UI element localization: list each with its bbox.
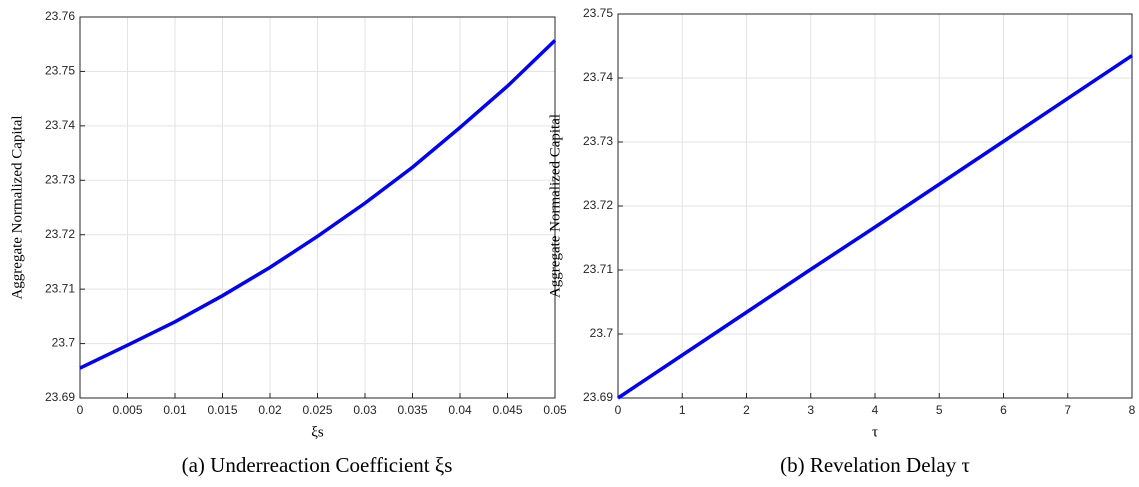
y-tick-label: 23.74	[45, 118, 75, 132]
y-tick-label: 23.74	[583, 70, 613, 84]
y-tick-label: 23.69	[583, 390, 613, 404]
x-tick-label: 0.015	[207, 403, 237, 417]
x-tick-label: 0.03	[353, 403, 377, 417]
x-tick-label: 3	[807, 403, 814, 417]
x-tick-label: 0	[77, 403, 84, 417]
x-tick-label: 0.02	[258, 403, 282, 417]
y-tick-label: 23.73	[45, 172, 75, 186]
y-tick-label: 23.7	[590, 326, 614, 340]
x-tick-label: 0.01	[163, 403, 187, 417]
y-axis-label: Aggregate Normalized Capital	[9, 115, 25, 299]
x-tick-label: 0.05	[543, 403, 567, 417]
x-tick-label: 8	[1129, 403, 1136, 417]
axes-box	[79, 16, 556, 399]
x-tick-label: 1	[679, 403, 686, 417]
x-tick-label: 7	[1064, 403, 1071, 417]
caption: (b) Revelation Delay τ	[780, 453, 970, 477]
y-tick-label: 23.75	[583, 6, 613, 20]
x-tick-label: 6	[1000, 403, 1007, 417]
axes-box	[617, 13, 1133, 399]
y-tick-label: 23.7	[52, 336, 76, 350]
y-tick-label: 23.72	[583, 198, 613, 212]
y-tick-label: 23.72	[45, 227, 75, 241]
line	[617, 54, 1133, 400]
y-axis-label: Aggregate Normalized Capital	[547, 114, 563, 298]
x-tick-label: 2	[743, 403, 750, 417]
y-tick-label: 23.73	[583, 134, 613, 148]
x-tick-label: 0.045	[492, 403, 522, 417]
y-tick-label: 23.75	[45, 64, 75, 78]
y-tick-label: 23.76	[45, 9, 75, 23]
x-tick-label: 0.04	[448, 403, 472, 417]
y-tick-label: 23.69	[45, 390, 75, 404]
x-tick-label: 4	[872, 403, 879, 417]
x-tick-label: 5	[936, 403, 943, 417]
line	[79, 39, 557, 370]
y-tick-label: 23.71	[45, 281, 75, 295]
x-axis-label: τ	[872, 424, 878, 440]
x-tick-label: 0.025	[302, 403, 332, 417]
x-axis-label: ξs	[311, 424, 324, 440]
caption: (a) Underreaction Coefficient ξs	[182, 453, 453, 477]
x-tick-label: 0.005	[112, 403, 142, 417]
x-tick-label: 0.035	[397, 403, 427, 417]
x-tick-label: 0	[615, 403, 622, 417]
y-tick-label: 23.71	[583, 262, 613, 276]
